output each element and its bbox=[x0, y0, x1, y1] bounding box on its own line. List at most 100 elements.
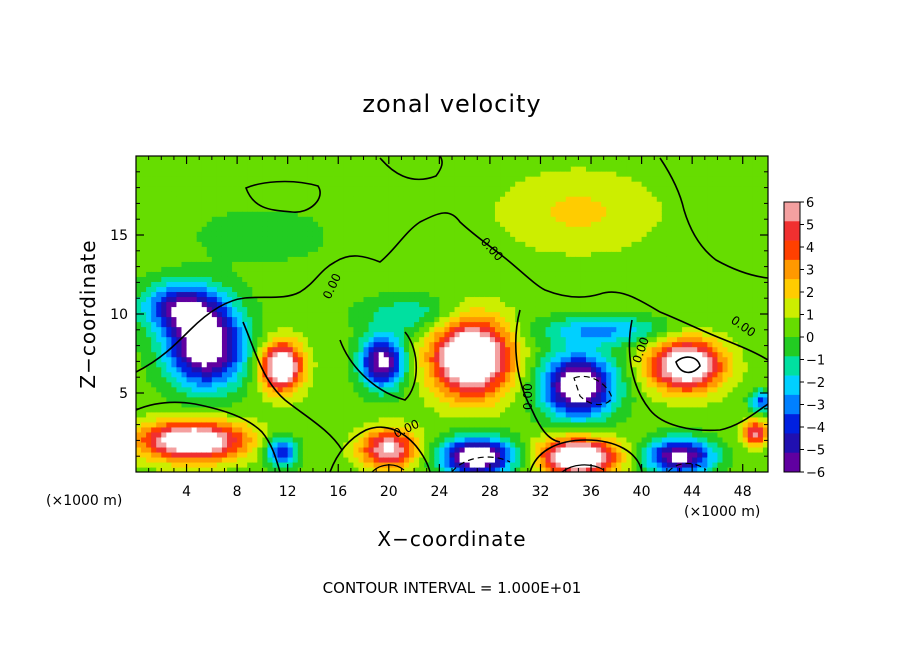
heatmap-cell bbox=[323, 226, 329, 232]
heatmap-cell bbox=[191, 456, 198, 463]
heatmap-cell bbox=[227, 446, 233, 453]
heatmap-cell bbox=[186, 326, 193, 333]
heatmap-cell bbox=[358, 201, 365, 207]
heatmap-cell bbox=[469, 406, 476, 413]
heatmap-cell bbox=[277, 406, 284, 413]
heatmap-cell bbox=[237, 236, 243, 242]
heatmap-cell bbox=[358, 291, 365, 298]
heatmap-cell bbox=[449, 276, 456, 282]
heatmap-cell bbox=[378, 306, 385, 313]
heatmap-cell bbox=[469, 376, 476, 383]
heatmap-cell bbox=[252, 456, 258, 463]
heatmap-cell bbox=[242, 211, 248, 217]
heatmap-cell bbox=[454, 326, 461, 333]
heatmap-cell bbox=[484, 156, 491, 162]
heatmap-cell bbox=[176, 361, 183, 368]
heatmap-cell bbox=[282, 226, 289, 232]
heatmap-cell bbox=[191, 256, 198, 262]
heatmap-cell bbox=[181, 251, 188, 257]
heatmap-cell bbox=[338, 226, 344, 232]
heatmap-cell bbox=[494, 156, 501, 162]
heatmap-cell bbox=[227, 351, 233, 358]
heatmap-cell bbox=[196, 176, 203, 182]
heatmap-cell bbox=[419, 231, 425, 237]
heatmap-cell bbox=[429, 346, 435, 353]
heatmap-cell bbox=[242, 411, 248, 418]
heatmap-cell bbox=[186, 401, 193, 408]
heatmap-cell bbox=[201, 186, 208, 192]
heatmap-cell bbox=[267, 406, 274, 413]
heatmap-cell bbox=[494, 271, 501, 277]
heatmap-cell bbox=[282, 211, 289, 217]
heatmap-cell bbox=[277, 161, 284, 167]
heatmap-cell bbox=[449, 326, 456, 333]
heatmap-cell bbox=[323, 381, 329, 388]
heatmap-cell bbox=[368, 201, 375, 207]
heatmap-cell bbox=[444, 351, 451, 358]
heatmap-cell bbox=[328, 416, 334, 423]
heatmap-cell bbox=[297, 306, 304, 313]
heatmap-cell bbox=[373, 316, 380, 323]
heatmap-cell bbox=[363, 166, 370, 172]
heatmap-cell bbox=[464, 166, 471, 172]
heatmap-cell bbox=[383, 236, 390, 242]
heatmap-cell bbox=[414, 376, 420, 383]
heatmap-cell bbox=[206, 201, 213, 207]
heatmap-cell bbox=[434, 436, 440, 443]
heatmap-cell bbox=[216, 381, 223, 388]
heatmap-cell bbox=[161, 306, 167, 313]
heatmap-cell bbox=[136, 451, 142, 458]
heatmap-cell bbox=[363, 311, 370, 318]
heatmap-cell bbox=[221, 271, 228, 277]
heatmap-cell bbox=[242, 261, 248, 267]
heatmap-cell bbox=[247, 351, 253, 358]
heatmap-cell bbox=[414, 166, 420, 172]
heatmap-cell bbox=[353, 461, 360, 468]
heatmap-cell bbox=[267, 361, 274, 368]
heatmap-cell bbox=[211, 286, 218, 293]
heatmap-cell bbox=[302, 161, 309, 167]
heatmap-cell bbox=[439, 166, 446, 172]
heatmap-cell bbox=[161, 221, 167, 227]
heatmap-cell bbox=[414, 456, 420, 463]
heatmap-cell bbox=[196, 381, 203, 388]
heatmap-cell bbox=[429, 461, 435, 468]
heatmap-cell bbox=[469, 446, 476, 453]
heatmap-cell bbox=[358, 231, 365, 237]
heatmap-cell bbox=[257, 466, 263, 472]
heatmap-cell bbox=[530, 246, 537, 252]
heatmap-cell bbox=[333, 416, 339, 423]
heatmap-cell bbox=[353, 186, 360, 192]
heatmap-cell bbox=[297, 281, 304, 288]
heatmap-cell bbox=[166, 416, 172, 423]
heatmap-cell bbox=[323, 206, 329, 212]
heatmap-cell bbox=[373, 331, 380, 338]
heatmap-cell bbox=[474, 171, 481, 177]
heatmap-cell bbox=[146, 251, 152, 257]
heatmap-cell bbox=[156, 156, 162, 162]
heatmap-cell bbox=[156, 191, 162, 197]
heatmap-cell bbox=[242, 331, 248, 338]
heatmap-cell bbox=[398, 291, 405, 298]
heatmap-cell bbox=[500, 261, 506, 267]
heatmap-cell bbox=[247, 241, 253, 247]
heatmap-cell bbox=[515, 226, 521, 232]
heatmap-cell bbox=[272, 271, 279, 277]
heatmap-cell bbox=[201, 301, 208, 308]
heatmap-cell bbox=[221, 401, 228, 408]
heatmap-cell bbox=[206, 281, 213, 288]
heatmap-cell bbox=[520, 226, 526, 232]
heatmap-cell bbox=[257, 171, 263, 177]
heatmap-cell bbox=[211, 291, 218, 298]
heatmap-cell bbox=[469, 451, 476, 458]
heatmap-cell bbox=[328, 366, 334, 373]
heatmap-cell bbox=[221, 361, 228, 368]
heatmap-cell bbox=[227, 226, 233, 232]
heatmap-cell bbox=[348, 446, 355, 453]
heatmap-cell bbox=[186, 446, 193, 453]
heatmap-cell bbox=[201, 246, 208, 252]
heatmap-cell bbox=[383, 261, 390, 267]
heatmap-cell bbox=[242, 201, 248, 207]
heatmap-cell bbox=[484, 276, 491, 282]
heatmap-cell bbox=[484, 296, 491, 303]
